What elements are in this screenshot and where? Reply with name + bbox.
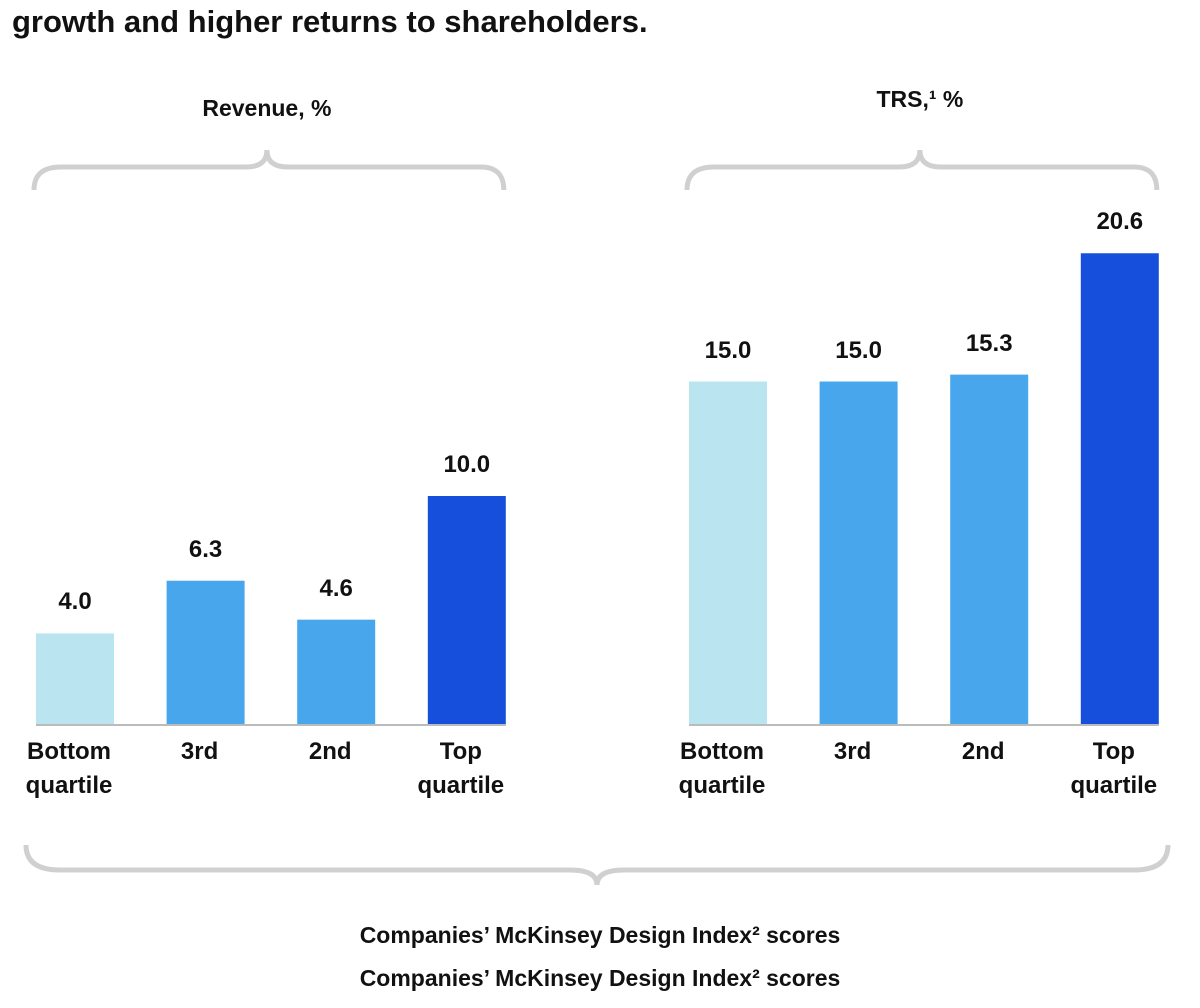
value-label: 4.0 — [58, 588, 92, 616]
bar — [1080, 253, 1159, 725]
value-label: 15.0 — [704, 336, 752, 364]
value-label: 4.6 — [319, 574, 353, 602]
bar — [689, 381, 767, 725]
value-label: 6.3 — [188, 535, 223, 563]
value-label: 15.3 — [965, 329, 1013, 357]
bar — [950, 374, 1029, 725]
x-tick-label: 3rd — [180, 738, 219, 765]
x-tick-label: Bottom quartile — [25, 738, 113, 799]
chart-brace — [684, 149, 1160, 191]
bar — [36, 633, 114, 725]
x-axis-label: Companies’ McKinsey Design Index² scores — [359, 965, 841, 991]
x-tick-label: 2nd — [308, 738, 352, 765]
chart-title: Revenue, % — [202, 95, 332, 121]
x-tick-label: Bottom quartile — [678, 738, 766, 799]
group-brace — [23, 844, 1171, 886]
bar — [427, 496, 506, 725]
x-tick-label: 2nd — [961, 738, 1005, 765]
page-title: growth and higher returns to shareholder… — [12, 4, 648, 39]
x-tick-label: Top quartile — [417, 738, 505, 799]
value-label: 15.0 — [835, 336, 882, 364]
bar — [297, 619, 376, 725]
x-tick-label: Top quartile — [1070, 738, 1158, 799]
x-tick-label: 3rd — [833, 738, 872, 765]
bar — [819, 381, 898, 725]
x-axis-label: Companies’ McKinsey Design Index² scores — [359, 922, 841, 948]
value-label: 20.6 — [1096, 208, 1144, 236]
chart-title: TRS,¹ % — [876, 86, 964, 112]
value-label: 10.0 — [443, 451, 491, 478]
chart-brace — [31, 149, 507, 191]
bar — [166, 580, 245, 725]
